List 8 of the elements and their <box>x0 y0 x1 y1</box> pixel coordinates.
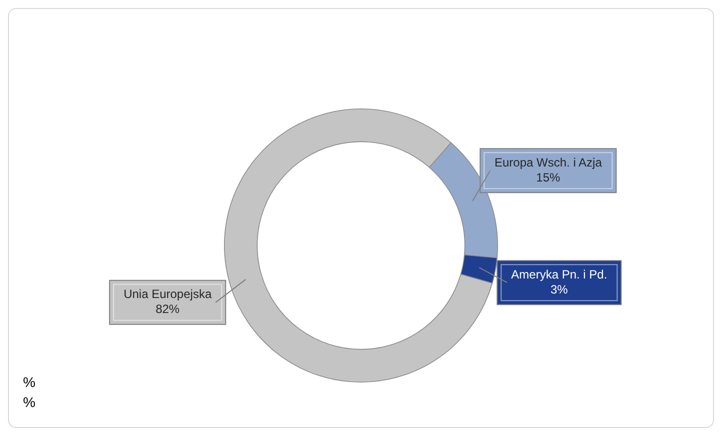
text: % <box>23 374 36 390</box>
data-label: 15% <box>536 170 561 184</box>
slice-label: Ameryka Pn. i Pd. <box>511 267 608 282</box>
slice-label: Europa Wsch. i Azja <box>494 155 602 170</box>
data-label: 82% <box>156 302 180 316</box>
text: % <box>23 394 36 410</box>
data-label: 3% <box>550 282 568 296</box>
slice-label: Unia Europejska <box>124 287 212 302</box>
